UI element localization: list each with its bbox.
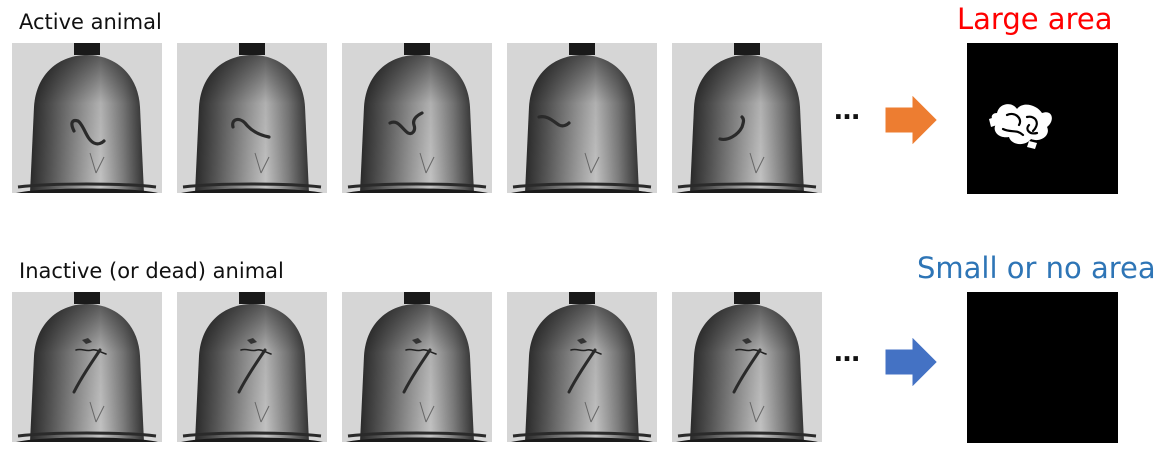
active-frame-2 (177, 43, 327, 193)
active-result-label: Large area (957, 2, 1113, 36)
inactive-frame-3 (342, 292, 492, 442)
active-arrow-icon (885, 96, 937, 144)
inactive-motion-mask (967, 292, 1118, 443)
inactive-frame-4 (507, 292, 657, 442)
inactive-frame-2 (177, 292, 327, 442)
active-motion-mask (967, 43, 1118, 194)
active-frame-1 (12, 43, 162, 193)
active-ellipsis: … (834, 96, 861, 126)
inactive-row-label: Inactive (or dead) animal (19, 259, 284, 283)
active-row-label: Active animal (19, 10, 162, 34)
motion-blob-shape (989, 104, 1052, 149)
inactive-ellipsis: … (834, 338, 861, 368)
active-frame-4 (507, 43, 657, 193)
inactive-frame-5 (672, 292, 822, 442)
inactive-arrow-icon (885, 338, 937, 386)
inactive-result-label: Small or no area (917, 251, 1156, 285)
active-frame-3 (342, 43, 492, 193)
inactive-frame-1 (12, 292, 162, 442)
active-frame-5 (672, 43, 822, 193)
